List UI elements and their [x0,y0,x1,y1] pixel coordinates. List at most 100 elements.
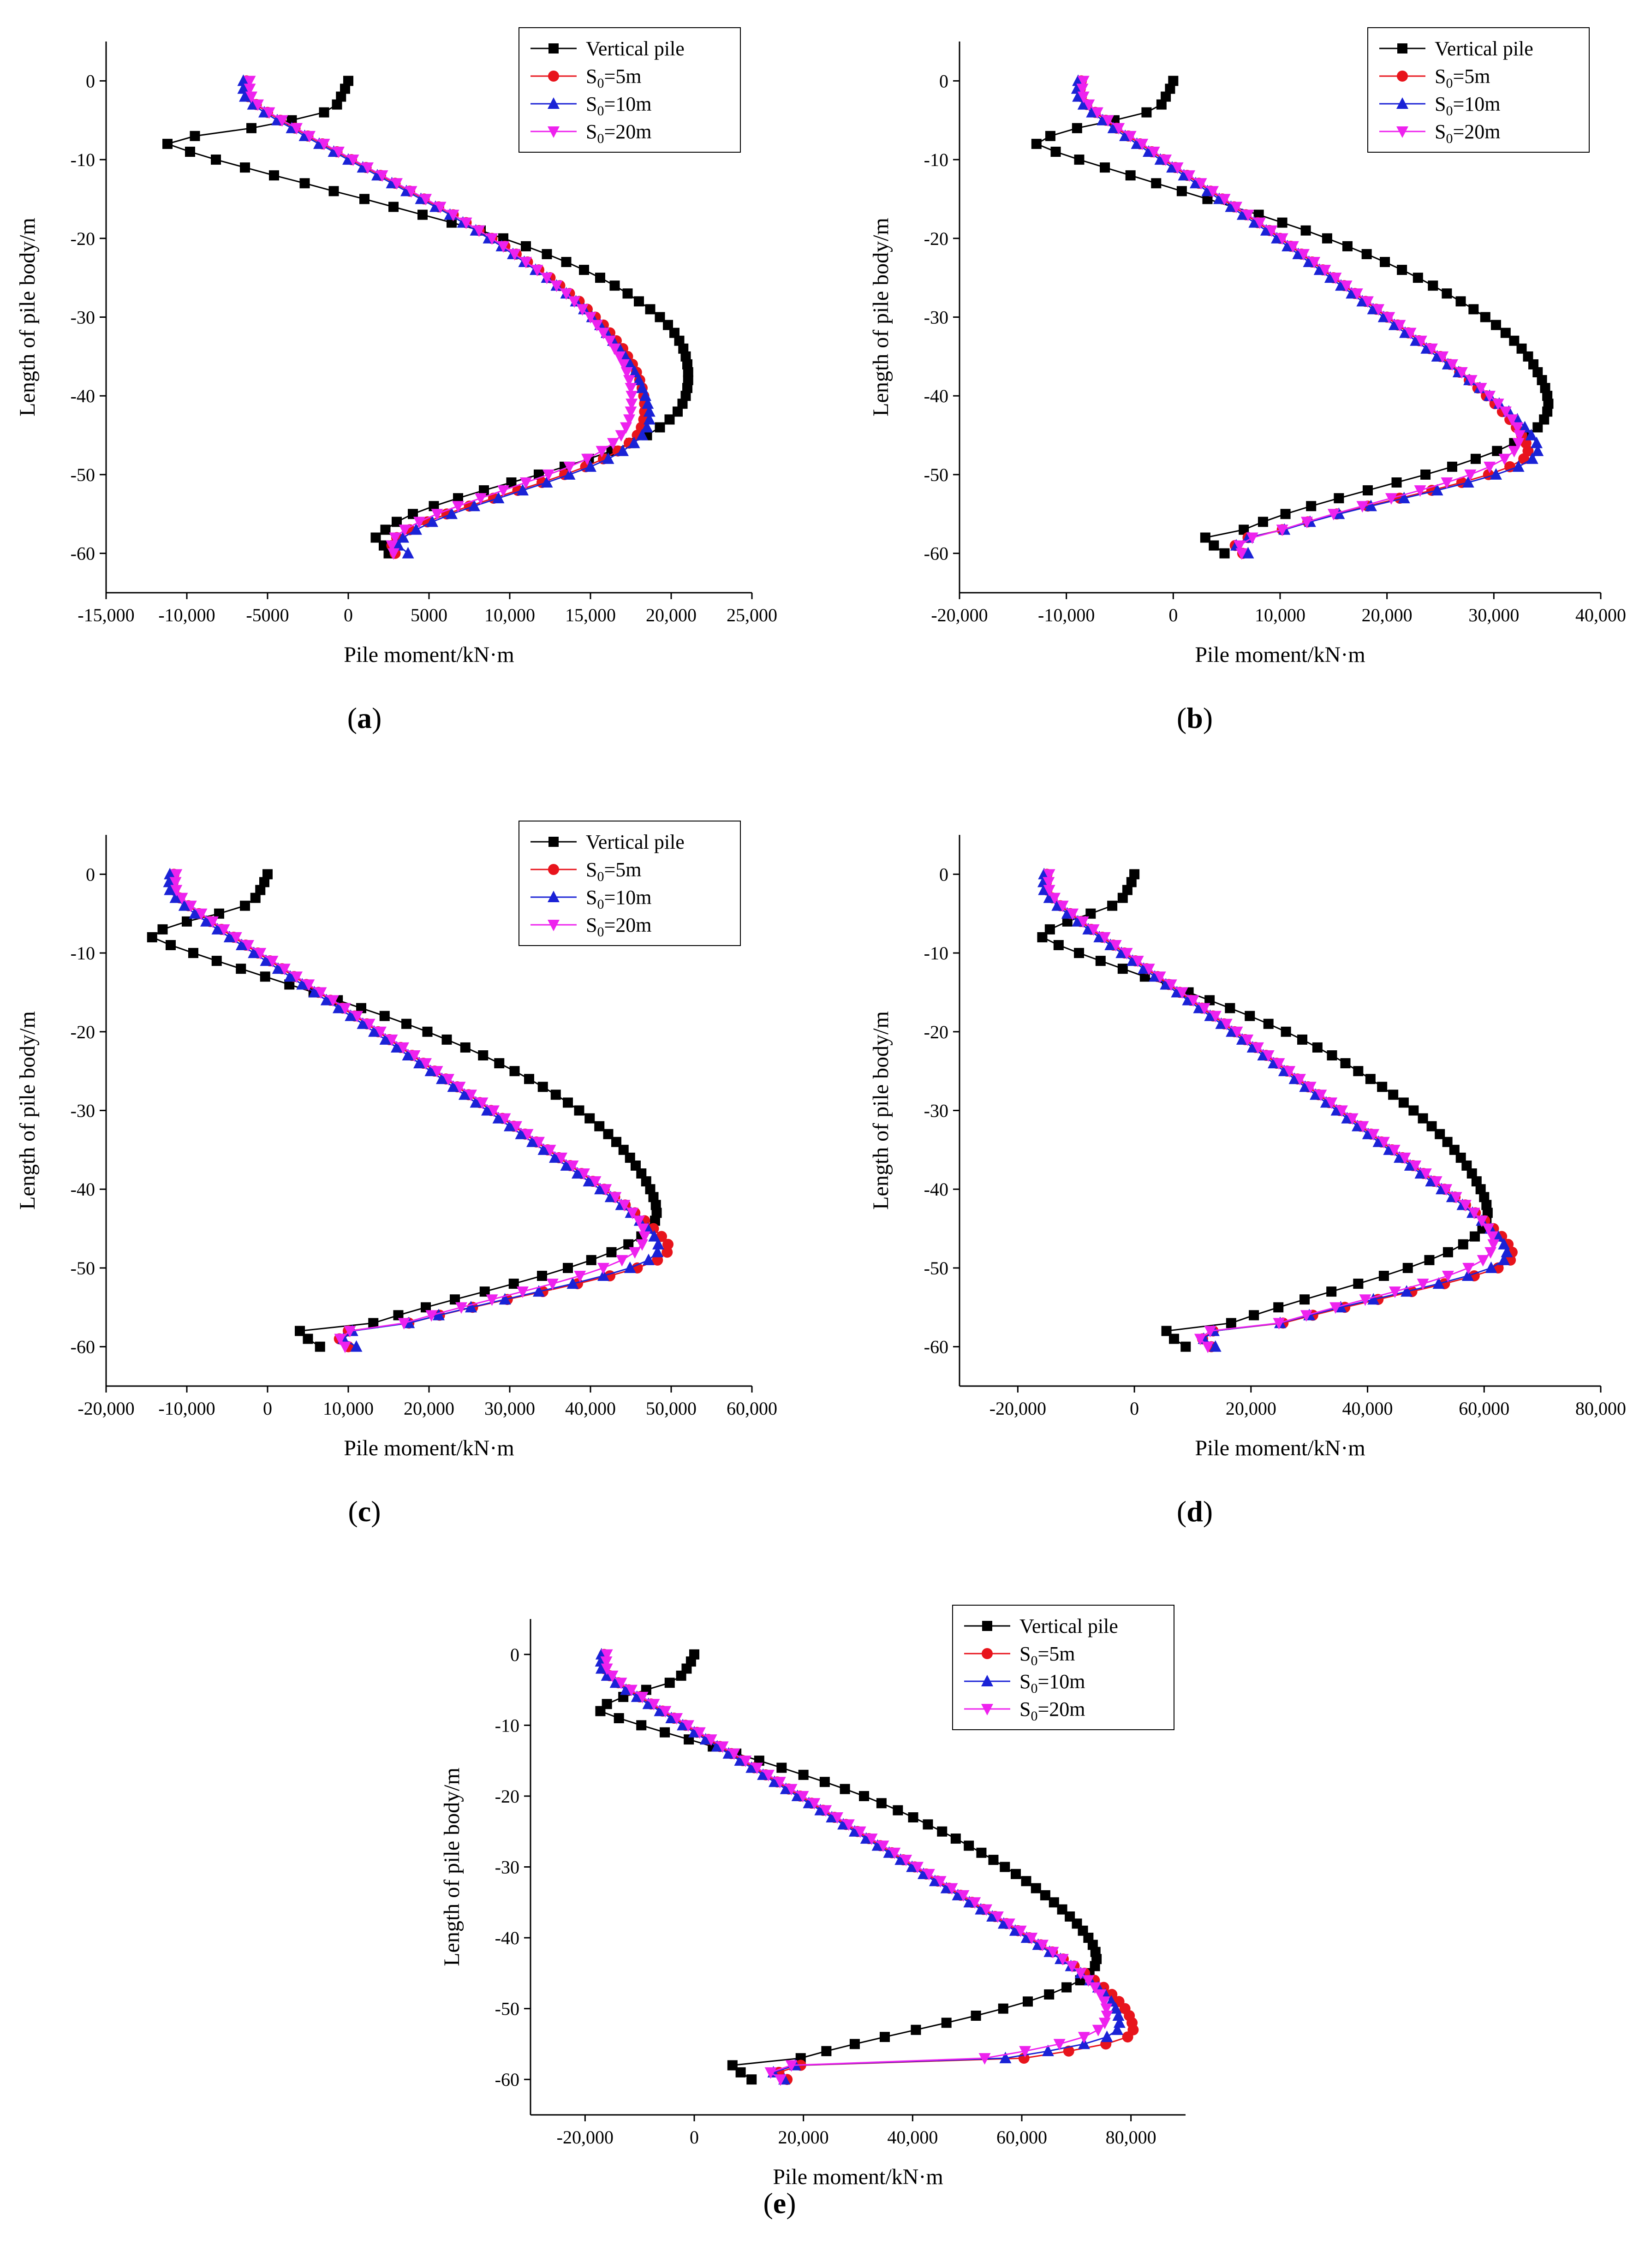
data-point-vertical [1061,1982,1072,1993]
x-tick-label: -20,000 [557,2127,614,2148]
legend-marker-vertical [548,837,559,847]
data-point-s20 [1202,1341,1214,1353]
panel-label-a: (a) [347,702,382,734]
data-point-s10 [1526,452,1538,464]
data-point-s10 [164,883,176,895]
data-point-vertical [1204,995,1215,1006]
data-point-s10 [1111,2023,1124,2035]
data-point-s10 [1367,303,1379,315]
data-point-s20 [1053,2039,1066,2051]
data-point-vertical [1176,186,1187,196]
panel-label-d: (d) [1176,1495,1213,1528]
data-point-s10 [1432,1277,1445,1289]
data-point-s5 [652,1254,663,1266]
data-point-vertical [1044,1989,1055,2000]
data-point-vertical [876,1798,887,1809]
data-point-vertical [340,83,350,94]
data-point-s20 [544,1144,556,1156]
data-point-vertical [315,1341,325,1352]
data-point-s20 [1357,1121,1369,1133]
data-point-s20 [1074,1968,1087,1980]
data-point-s10 [1051,899,1064,911]
data-point-vertical [663,320,673,330]
chart-svg-b: -20,000 -10,000 0 10,000 20,000 30,000 40,000 0… [869,27,1626,667]
data-point-vertical [1397,265,1407,275]
data-point-s20 [1233,540,1246,552]
data-point-s20 [339,1341,351,1353]
data-point-s10 [1119,129,1132,141]
data-point-s20 [1319,265,1331,277]
data-point-s10 [1333,507,1345,519]
data-point-s20 [1195,178,1207,190]
data-point-s10 [1226,1025,1238,1037]
chart-panel-e: -20,000 0 20,000 40,000 60,000 80,000 0 -10 -20 -… [411,1577,1241,2268]
y-tick-label: -30 [71,307,95,328]
data-point-s10 [1242,547,1254,559]
x-tick-label: 30,000 [484,1398,535,1419]
data-point-vertical [1361,249,1372,259]
data-point-vertical [606,1247,617,1257]
data-point-vertical [595,273,605,283]
data-point-s20 [1067,908,1079,920]
data-point-s20 [1287,241,1299,253]
data-point-s10 [1372,1135,1385,1147]
data-point-s20 [447,209,459,221]
data-point-vertical [611,1137,621,1147]
data-point-s20 [1066,1961,1078,1973]
data-point-vertical [1141,107,1152,118]
data-point-s20 [1265,225,1278,237]
data-point-s20 [991,1911,1004,1923]
data-point-s10 [541,476,553,488]
data-point-vertical [1168,76,1179,86]
data-point-s10 [1193,1001,1205,1013]
data-point-s10 [1086,106,1098,118]
data-point-s10 [492,1112,505,1124]
data-point-s20 [614,351,626,363]
data-point-s20 [1304,1082,1317,1094]
data-point-s10 [1104,939,1117,950]
data-point-s20 [623,375,635,387]
data-point-s10 [883,1846,895,1858]
y-tick-label: -20 [71,228,95,249]
data-point-vertical [1475,1184,1486,1195]
data-point-s10 [1097,113,1109,125]
data-point-s20 [1464,469,1477,481]
data-point-vertical [1470,453,1481,464]
data-point-s10 [940,1881,953,1893]
data-point-s20 [291,971,303,983]
data-point-s10 [768,1775,781,1787]
data-point-s20 [1462,1262,1475,1274]
data-point-s20 [774,1777,786,1789]
data-point-s10 [757,1768,769,1780]
x-tick-label: 20,000 [1226,1398,1276,1419]
data-point-s10 [1461,1269,1474,1281]
data-point-s20 [376,170,388,182]
data-point-vertical [655,422,665,433]
data-point-s20 [431,509,443,521]
data-point-s10 [1519,421,1531,433]
x-tick-label: 30,000 [1468,605,1519,625]
data-point-s20 [1436,351,1449,363]
data-point-vertical [1365,1074,1376,1084]
data-point-s10 [629,366,641,377]
data-point-vertical [664,414,675,425]
y-tick-label: 0 [86,864,95,885]
data-point-vertical [641,1176,651,1187]
data-point-s20 [263,107,275,119]
data-point-s10 [1077,98,1090,110]
data-point-vertical [1470,1231,1480,1242]
data-point-s10 [999,2052,1012,2064]
data-point-s10 [652,1238,664,1250]
data-point-s20 [453,1082,466,1094]
data-point-s20 [831,1812,844,1824]
data-point-s20 [1077,91,1090,103]
x-tick-label: -10,000 [158,1398,215,1419]
data-point-s20 [242,940,254,952]
data-point-vertical [1273,1302,1284,1313]
data-point-s10 [1485,1261,1497,1273]
data-point-s20 [1113,123,1125,135]
data-point-vertical [408,509,418,519]
data-point-s20 [304,131,316,143]
data-point-s10 [1399,326,1412,338]
data-point-vertical [603,1129,614,1139]
